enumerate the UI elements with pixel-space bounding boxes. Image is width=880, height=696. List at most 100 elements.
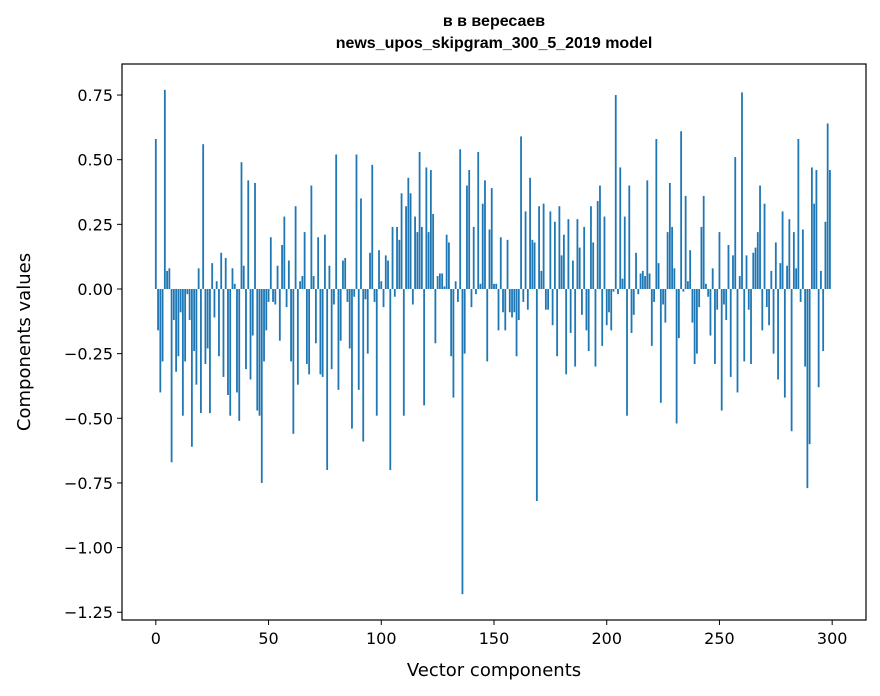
bar [362, 288, 365, 442]
bar [524, 211, 527, 289]
bar [254, 182, 256, 289]
bar [195, 288, 198, 385]
bar [272, 288, 274, 302]
bar [526, 288, 529, 310]
bar [238, 288, 241, 421]
bar [416, 232, 419, 289]
bar [429, 170, 432, 289]
bar [229, 288, 232, 416]
bar [529, 177, 531, 289]
bar [292, 288, 295, 434]
bar [774, 242, 777, 289]
bar [342, 260, 344, 289]
bar [197, 268, 200, 289]
bar [166, 270, 168, 289]
bar [705, 283, 707, 289]
bar [696, 288, 698, 354]
bar [296, 288, 299, 385]
bar [314, 288, 317, 344]
bar [673, 268, 676, 289]
bar [285, 288, 288, 308]
bar [601, 288, 604, 346]
bar [265, 288, 268, 331]
bar [389, 288, 392, 471]
bar [754, 247, 757, 289]
bar [371, 164, 374, 289]
bar [188, 288, 191, 321]
bar [184, 288, 187, 362]
x-tick-label: 300 [817, 629, 848, 648]
bar [220, 252, 223, 289]
bar [605, 288, 608, 326]
bar [693, 288, 696, 364]
bar [621, 278, 624, 289]
bar [481, 203, 484, 289]
y-tick-label: 0.25 [77, 215, 113, 234]
bar [263, 288, 265, 362]
bar [209, 288, 211, 414]
bar [682, 288, 685, 292]
bar [824, 221, 827, 289]
bar [659, 288, 662, 403]
bar [648, 273, 651, 289]
bar [213, 288, 216, 318]
bar [287, 260, 290, 289]
bar [497, 288, 500, 331]
bar [181, 288, 184, 416]
bar [540, 270, 543, 289]
bar [795, 268, 798, 289]
bar [461, 288, 464, 595]
bar [626, 288, 628, 416]
bar [202, 144, 205, 289]
bar [396, 226, 398, 289]
bar [635, 252, 637, 289]
bar [790, 288, 793, 432]
bar [826, 123, 829, 289]
bar [711, 268, 714, 289]
bar [486, 288, 489, 362]
bar [305, 288, 308, 364]
bar [339, 288, 342, 341]
bar [348, 288, 351, 349]
bar [193, 288, 196, 352]
bar [756, 232, 759, 289]
bar [335, 154, 338, 289]
bar [472, 226, 475, 289]
bar [215, 281, 218, 289]
bar [777, 288, 779, 380]
bar [495, 283, 498, 289]
bar [357, 288, 360, 390]
x-tick-label: 50 [258, 629, 278, 648]
bar [466, 185, 468, 289]
bar [393, 288, 396, 297]
bar [190, 288, 193, 447]
bar [398, 239, 401, 289]
y-tick-label: −0.50 [64, 409, 113, 428]
bar [423, 288, 426, 406]
y-tick-label: −0.75 [64, 474, 113, 493]
bar [680, 131, 683, 289]
bar [441, 273, 444, 289]
bar [204, 288, 207, 364]
bar [531, 239, 534, 289]
bar [499, 237, 502, 289]
x-axis-ticks: 0 50 100 150 200 250 300 [151, 620, 848, 648]
bar [249, 288, 252, 380]
bar [587, 288, 590, 352]
bar [619, 167, 622, 289]
bar [445, 234, 448, 289]
bar [581, 288, 583, 315]
bar [227, 288, 229, 396]
bar [513, 288, 516, 313]
bar [549, 211, 552, 289]
bar [628, 185, 631, 289]
bar [179, 288, 182, 313]
bar [738, 276, 741, 289]
bar [369, 252, 371, 289]
bar [641, 270, 644, 289]
bar [324, 234, 326, 289]
bar [172, 288, 175, 321]
bar [592, 242, 595, 289]
bar [723, 288, 725, 305]
